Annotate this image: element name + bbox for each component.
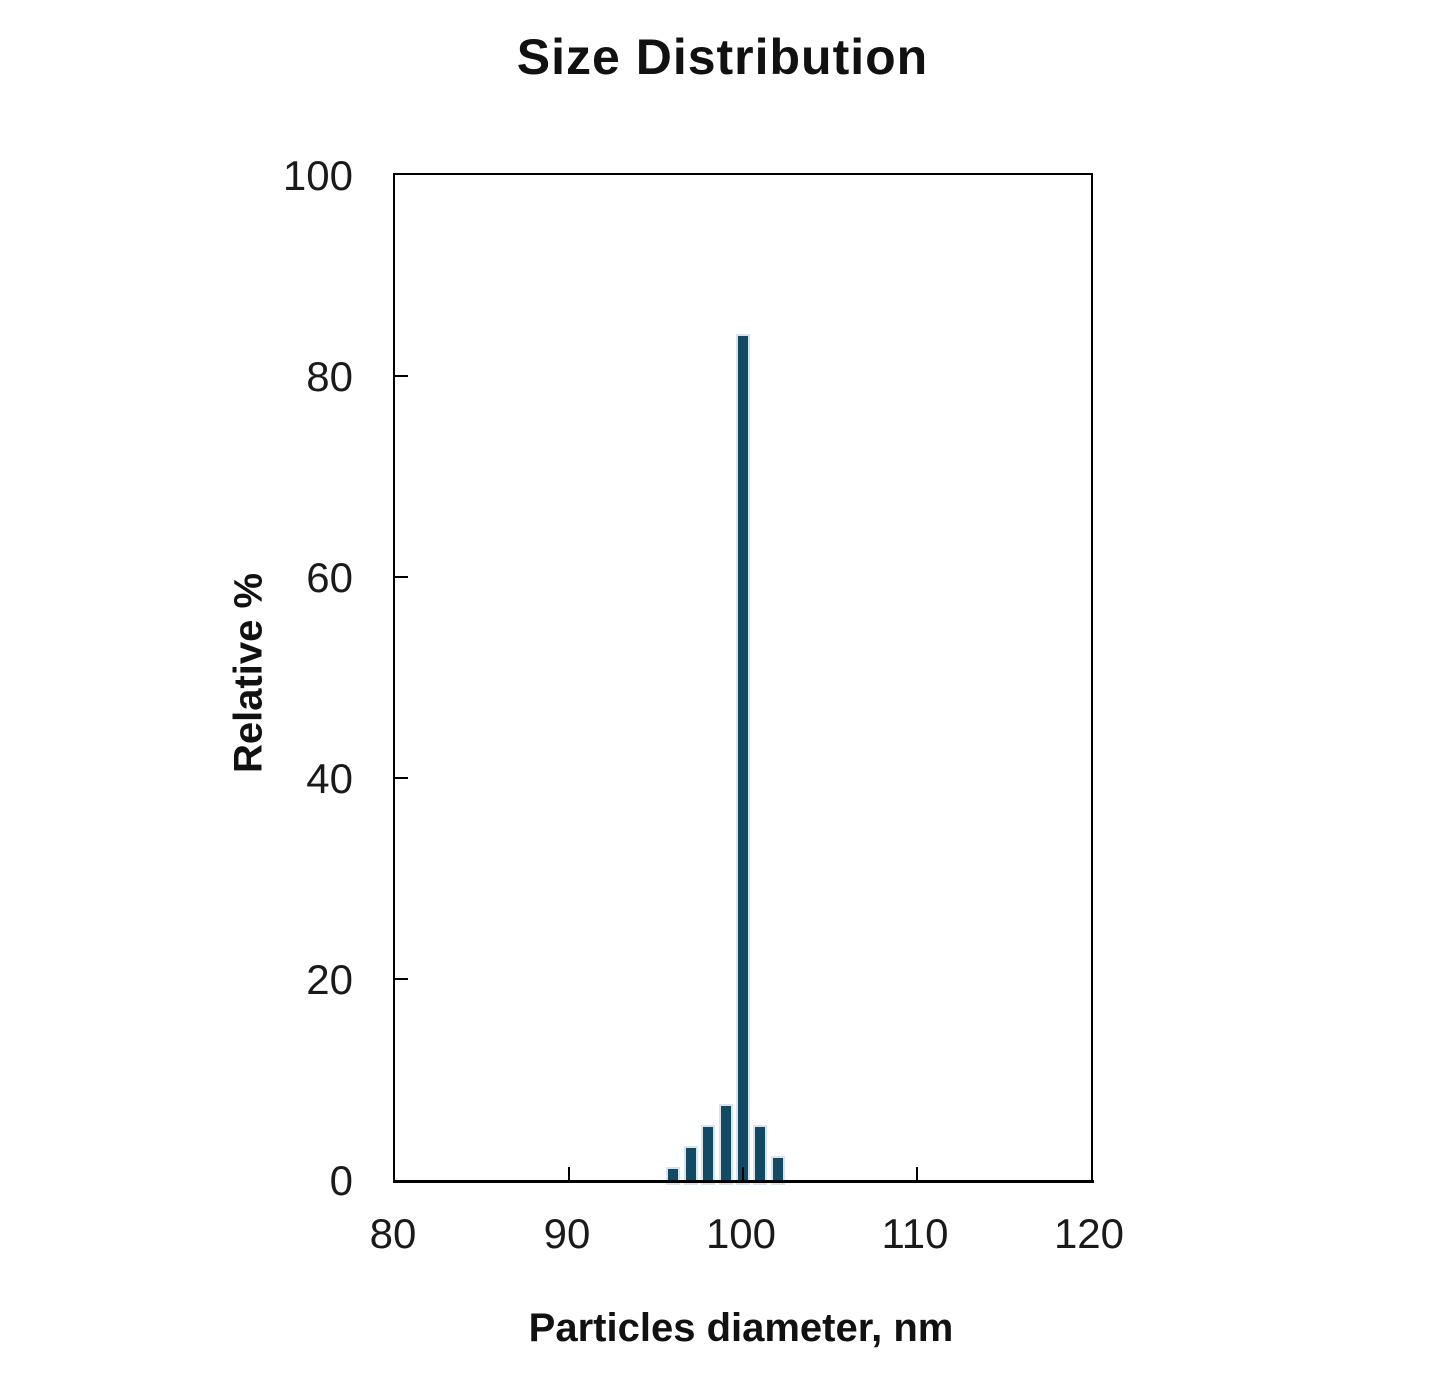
- bar-99nm: [718, 1103, 733, 1185]
- y-tick-label: 80: [306, 353, 353, 400]
- plot-area: [392, 173, 1094, 1185]
- y-tick-label: 100: [282, 152, 353, 199]
- x-tick-label: 100: [705, 1210, 777, 1257]
- y-tick: [395, 374, 408, 378]
- bar-101nm: [753, 1124, 768, 1185]
- x-tick-label: 120: [1053, 1210, 1125, 1257]
- y-tick-label: 40: [306, 755, 353, 802]
- bar-100nm: [736, 333, 750, 1185]
- bar-102nm: [770, 1155, 785, 1185]
- x-tick: [741, 1167, 745, 1180]
- x-tick-label: 90: [543, 1210, 591, 1257]
- x-tick: [567, 1167, 571, 1180]
- y-tick-label: 60: [306, 554, 353, 601]
- y-tick-label: 20: [306, 956, 353, 1003]
- x-tick-label: 80: [369, 1210, 417, 1257]
- y-tick: [395, 575, 408, 579]
- y-axis-title: Relative %: [226, 572, 271, 774]
- chart-title: Size Distribution: [516, 29, 929, 85]
- x-tick-label: 110: [881, 1210, 949, 1257]
- bar-98nm: [701, 1124, 716, 1185]
- y-tick: [395, 776, 408, 780]
- y-tick: [395, 977, 408, 981]
- bar-97nm: [683, 1145, 698, 1185]
- x-axis-line: [392, 1180, 1094, 1183]
- x-axis-title: Particles diameter, nm: [528, 1306, 954, 1350]
- x-tick: [915, 1167, 919, 1180]
- y-tick-label: 0: [329, 1157, 353, 1204]
